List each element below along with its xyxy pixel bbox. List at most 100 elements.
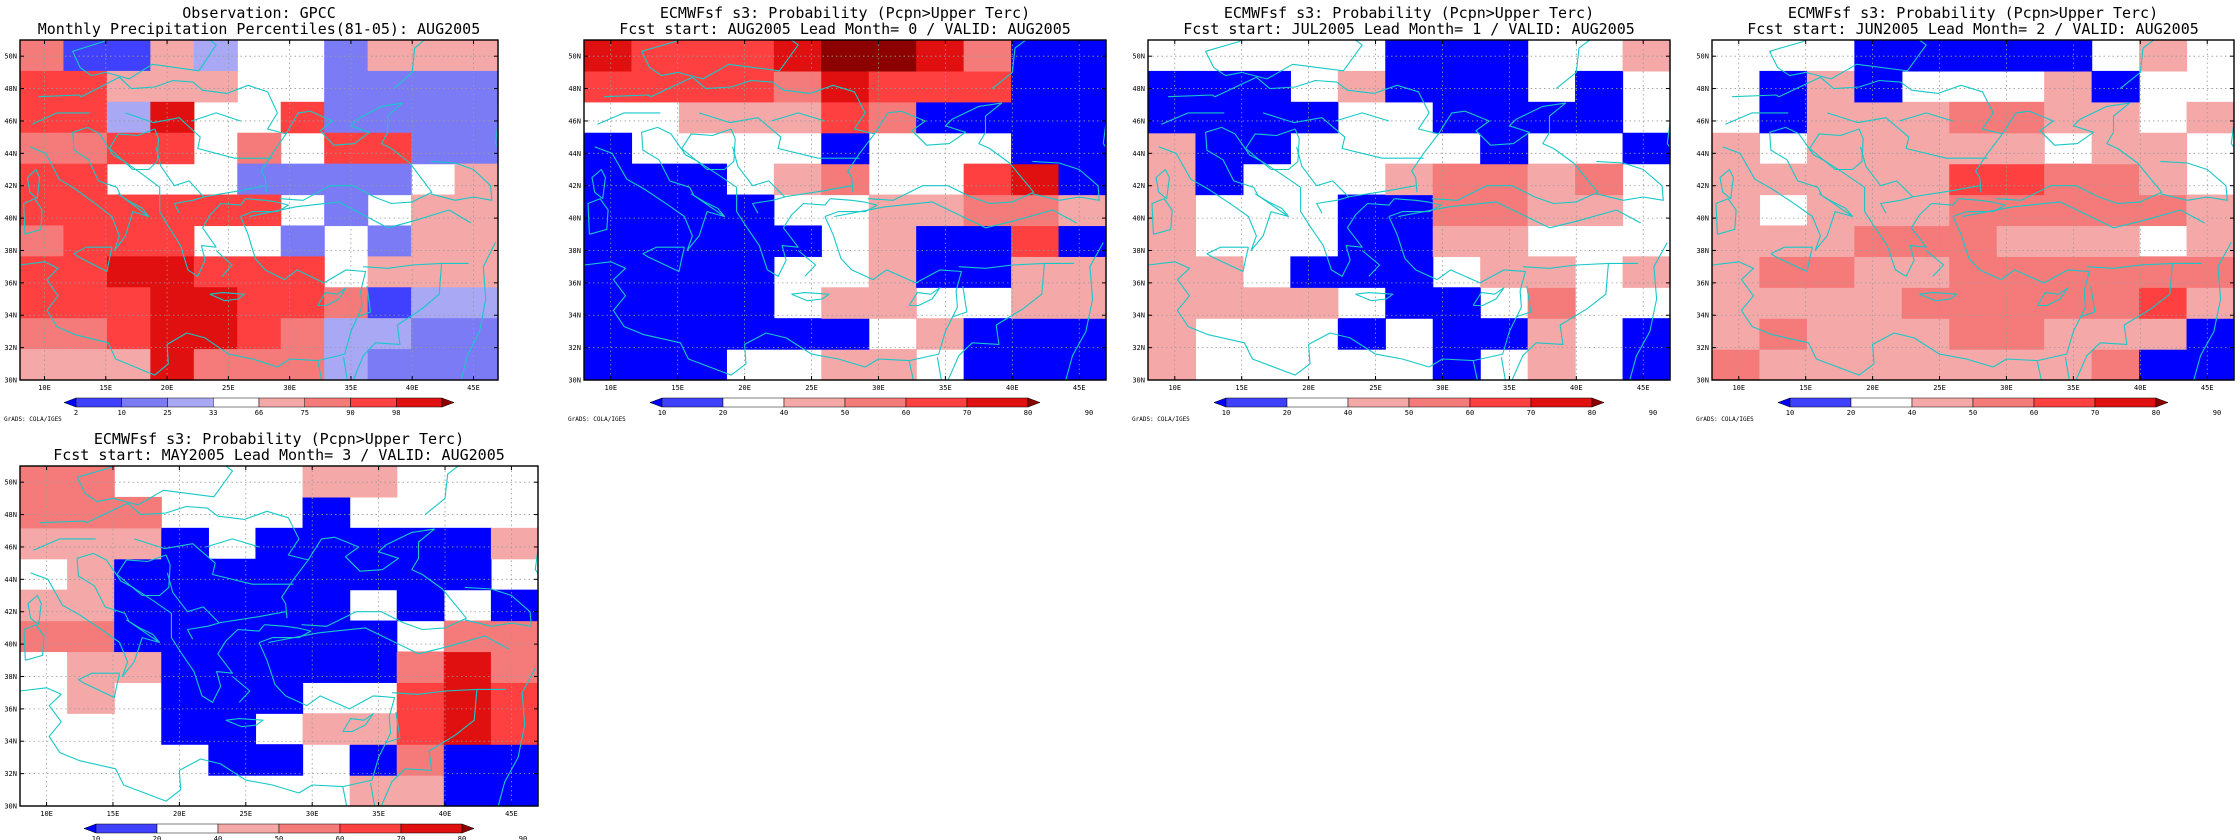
y-tick-label: 46N — [4, 543, 17, 551]
heatmap-cell — [2186, 101, 2235, 134]
heatmap-cell — [63, 40, 108, 72]
heatmap-cell — [1480, 132, 1529, 165]
coastline — [1161, 112, 1225, 125]
coastline — [681, 128, 736, 171]
heatmap-cell — [490, 713, 539, 745]
heatmap-cell — [106, 101, 151, 134]
coastline — [908, 287, 941, 307]
coastline — [1732, 76, 2003, 135]
heatmap-cell — [324, 101, 369, 134]
heatmap-cell — [106, 318, 151, 350]
heatmap-cell — [773, 163, 822, 196]
heatmap-cell — [208, 620, 257, 653]
coastline — [217, 611, 286, 624]
heatmap-cell — [1854, 163, 1903, 196]
heatmap-cell — [280, 349, 325, 381]
heatmap-cell — [726, 70, 775, 103]
coastline — [29, 126, 150, 252]
coastline — [2119, 40, 2155, 90]
heatmap-cell — [1901, 287, 1950, 319]
x-tick-label: 25E — [239, 810, 252, 818]
colorbar-swatch — [1591, 397, 1605, 408]
colorbar-label: 80 — [458, 835, 466, 840]
heatmap-cell — [1058, 40, 1107, 72]
x-tick-label: 45E — [2201, 384, 2214, 392]
x-tick-label: 35E — [345, 384, 358, 392]
heatmap-cell — [443, 558, 492, 591]
y-tick-label: 50N — [568, 53, 581, 61]
heatmap-cell — [1996, 287, 2045, 319]
heatmap-cell — [1385, 287, 1434, 319]
coastline — [356, 286, 372, 318]
heatmap-cell — [411, 40, 456, 72]
heatmap-cell — [280, 163, 325, 196]
heatmap-cell — [821, 318, 870, 350]
coastline — [1148, 261, 1430, 376]
heatmap-cell — [280, 287, 325, 319]
heatmap-cell — [1011, 101, 1060, 134]
heatmap-cell — [678, 318, 727, 350]
heatmap-cell — [454, 163, 499, 196]
heatmap-cell — [1622, 349, 1671, 381]
heatmap-cell — [20, 318, 65, 350]
heatmap-cell — [367, 40, 412, 72]
heatmap-cell — [1195, 132, 1244, 165]
heatmap-cell — [20, 40, 65, 72]
heatmap-cell — [678, 40, 727, 72]
coastline — [1388, 216, 1526, 368]
heatmap-cell — [114, 589, 162, 622]
heatmap-cell — [67, 558, 115, 591]
x-tick-label: 15E — [99, 384, 112, 392]
heatmap-cell — [2186, 349, 2235, 381]
heatmap-cell — [367, 225, 412, 257]
colorbar-label: 40 — [214, 835, 222, 840]
coastline — [240, 216, 367, 368]
panel-forecast-aug2005-lead0: ECMWFsf s3: Probability (Pcpn>Upper Terc… — [568, 4, 1107, 423]
axis-ticks — [1712, 40, 2234, 381]
x-tick-label: 45E — [505, 810, 518, 818]
heatmap-cell — [1290, 287, 1339, 319]
coastline — [1596, 160, 1664, 201]
colorbar-label: 66 — [255, 409, 263, 417]
coastline — [1254, 193, 1289, 217]
heatmap-cell — [1712, 349, 1761, 381]
heatmap-cell — [349, 558, 398, 591]
heatmap-cell — [20, 349, 65, 381]
coastline — [1361, 250, 1381, 277]
panel-title-line2: Fcst start: JUL2005 Lead Month= 1 / VALI… — [1183, 20, 1635, 38]
y-tick-label: 46N — [1132, 117, 1145, 125]
colorbar: 2 10 25 33 66 75 90 98 — [63, 397, 455, 417]
y-tick-label: 30N — [1132, 377, 1145, 385]
x-tick-label: 45E — [1637, 384, 1650, 392]
colorbar-label: 40 — [780, 409, 788, 417]
coastline — [342, 713, 374, 733]
heatmap-cell — [161, 682, 209, 714]
heatmap-cell — [2139, 349, 2188, 381]
colorbar-swatch — [441, 397, 455, 408]
heatmap-cell — [1996, 40, 2045, 72]
heatmap-cell — [349, 744, 398, 776]
coastline — [205, 538, 260, 548]
coastline — [2193, 242, 2232, 380]
colorbar-swatch — [905, 397, 968, 408]
heatmap-cell — [1058, 349, 1107, 381]
heatmap-cell — [1058, 101, 1107, 134]
heatmap-cell — [1148, 318, 1197, 350]
heatmap-cell — [1432, 225, 1481, 257]
y-tick-label: 40N — [568, 215, 581, 223]
colorbar-swatch — [1027, 397, 1041, 408]
x-tick-label: 10E — [1168, 384, 1181, 392]
heatmap-cell — [20, 589, 68, 622]
heatmap-cell — [2044, 101, 2093, 134]
colorbar-swatch — [649, 397, 663, 408]
colorbar-swatch — [2033, 397, 2096, 408]
colorbar: 10 20 40 50 60 70 80 90 — [1213, 397, 1657, 417]
y-tick-label: 44N — [1696, 150, 1709, 158]
heatmap-cell — [963, 318, 1012, 350]
heatmap-cell — [821, 101, 870, 134]
heatmap-cell — [2091, 349, 2140, 381]
heatmap-cell — [1901, 194, 1950, 227]
coastline — [494, 104, 498, 178]
coastline — [385, 712, 401, 744]
coastline — [1769, 40, 1927, 80]
